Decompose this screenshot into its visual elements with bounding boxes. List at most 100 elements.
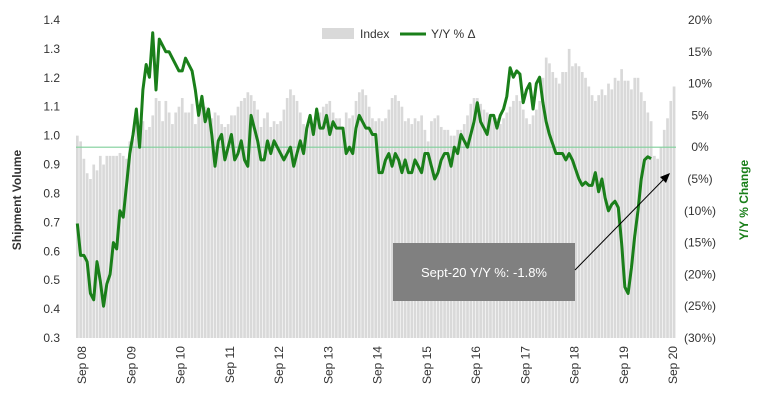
index-bar	[128, 141, 132, 338]
index-bar	[253, 100, 256, 338]
x-tick-label: Sep 08	[75, 346, 89, 384]
right-tick-label: 0%	[691, 140, 709, 154]
legend: Index Y/Y % Δ	[322, 27, 475, 41]
index-bar	[584, 77, 587, 338]
right-tick-label: (20%)	[684, 267, 716, 281]
left-tick-label: 1.3	[43, 42, 60, 56]
index-bar	[92, 164, 96, 338]
index-bar	[341, 126, 345, 339]
index-bar	[512, 100, 515, 338]
index-bar	[489, 115, 492, 339]
index-bar	[220, 124, 223, 338]
index-bar	[351, 115, 355, 339]
index-bar	[236, 106, 240, 338]
index-bar	[433, 118, 437, 338]
index-bar	[548, 63, 551, 339]
index-bar	[430, 121, 433, 339]
index-bar	[453, 135, 456, 338]
index-bar	[571, 66, 574, 338]
index-bar	[623, 80, 627, 339]
index-bar	[207, 112, 210, 338]
x-tick-label: Sep 13	[321, 346, 335, 384]
index-bar	[177, 106, 181, 338]
index-bar	[659, 147, 663, 338]
x-tick-label: Sep 10	[174, 346, 188, 384]
right-tick-label: 10%	[688, 77, 712, 91]
index-bar	[538, 100, 541, 338]
legend-yoy-label: Y/Y % Δ	[431, 27, 475, 41]
x-tick-label: Sep 20	[666, 346, 680, 384]
index-bar	[210, 118, 214, 338]
index-bar	[144, 129, 148, 338]
index-bar	[279, 121, 282, 339]
index-bar	[466, 115, 469, 339]
right-tick-label: (30%)	[684, 331, 716, 345]
index-bar	[639, 92, 643, 339]
index-bar	[325, 103, 328, 338]
index-bar	[298, 112, 302, 338]
index-bar	[266, 112, 269, 338]
index-bar	[567, 48, 571, 338]
callout-arrow-head	[660, 173, 670, 183]
index-bar	[403, 121, 407, 339]
index-bar	[535, 109, 538, 339]
index-bar	[85, 173, 89, 338]
index-bar	[577, 66, 581, 338]
index-bar	[285, 98, 289, 338]
x-tick-label: Sep 19	[617, 346, 631, 384]
index-bar	[108, 155, 112, 338]
index-bar	[574, 63, 578, 339]
left-axis-title: Shipment Volume	[10, 149, 24, 250]
index-bar	[262, 118, 266, 338]
index-bar	[157, 100, 161, 338]
index-bar	[305, 129, 309, 338]
index-bar	[292, 95, 296, 338]
left-tick-label: 1.4	[43, 13, 60, 27]
index-bar	[662, 129, 666, 338]
index-bar	[531, 115, 535, 339]
index-bar	[259, 126, 263, 339]
index-bar	[495, 118, 499, 338]
index-bar	[630, 89, 633, 338]
index-bar	[272, 121, 276, 339]
index-bar	[528, 124, 532, 338]
index-bar	[308, 121, 312, 339]
left-tick-label: 1.2	[43, 71, 60, 85]
index-bar	[289, 89, 292, 338]
right-tick-label: (15%)	[684, 236, 716, 250]
index-bar	[646, 112, 650, 338]
callout-arrow-line	[574, 177, 666, 271]
index-bar	[643, 100, 646, 338]
index-bar	[276, 124, 279, 338]
left-tick-label: 0.5	[43, 273, 60, 287]
left-axis-ticks: 1.4 1.3 1.2 1.1 1.0 0.9 0.8 0.7 0.6 0.5 0.4 0.3	[43, 13, 60, 345]
index-bar	[423, 129, 427, 338]
index-bar	[374, 121, 378, 339]
index-bar	[141, 121, 145, 339]
index-bar	[587, 86, 591, 339]
index-bar	[213, 112, 217, 338]
index-bar	[600, 89, 604, 338]
index-bar	[223, 126, 227, 339]
index-bar	[380, 121, 384, 339]
index-bar	[544, 57, 548, 338]
index-bar	[446, 129, 450, 338]
index-bar	[613, 77, 617, 338]
index-bar	[436, 115, 440, 339]
index-bar	[459, 129, 463, 338]
index-bar	[246, 92, 250, 339]
index-bar	[439, 126, 443, 339]
index-bar	[594, 100, 597, 338]
index-bar	[551, 72, 555, 338]
x-tick-label: Sep 17	[518, 346, 532, 384]
x-tick-label: Sep 11	[223, 346, 237, 383]
yoy-line	[75, 31, 652, 308]
right-axis-title: Y/Y % Change	[737, 159, 751, 240]
index-bar	[525, 118, 528, 338]
index-bar	[666, 118, 669, 338]
index-bar	[164, 100, 168, 338]
index-bar	[367, 106, 371, 338]
index-bars	[76, 48, 676, 339]
left-tick-label: 0.9	[43, 158, 60, 172]
right-axis-ticks: 20% 15% 10% 5% 0% (5%) (10%) (15%) (20%) (25%) (30…	[684, 13, 716, 345]
